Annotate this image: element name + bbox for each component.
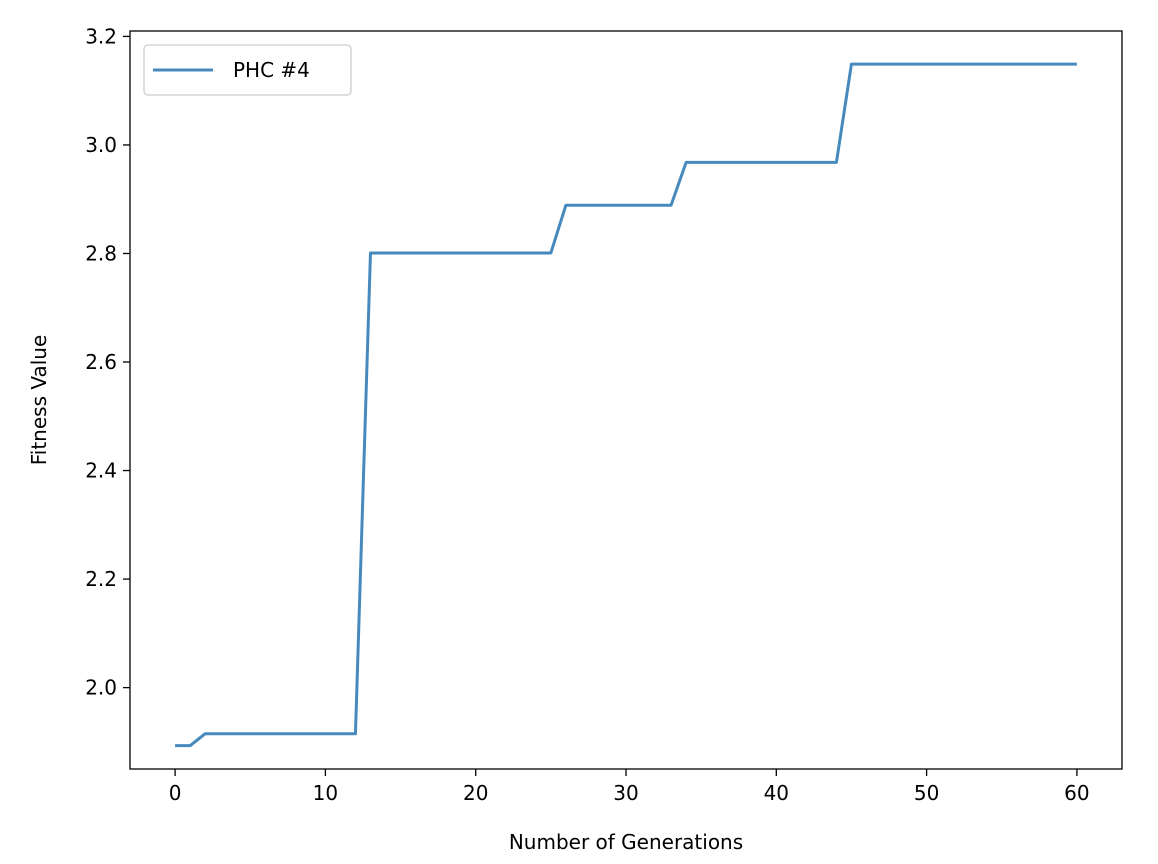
- y-axis-label: Fitness Value: [27, 335, 51, 466]
- series-layer: [175, 62, 1077, 748]
- y-tick-label: 2.0: [85, 676, 117, 700]
- legend-box: [143, 44, 352, 96]
- x-axis-label: Number of Generations: [509, 830, 743, 854]
- x-tick-label: 10: [313, 781, 338, 805]
- x-tick-label: 30: [613, 781, 638, 805]
- y-tick-label: 2.4: [85, 459, 117, 483]
- x-tick-label: 50: [914, 781, 939, 805]
- legend-label: PHC #4: [233, 58, 310, 82]
- x-tick-label: 60: [1064, 781, 1089, 805]
- y-tick-label: 3.0: [85, 133, 117, 157]
- x-axis: 0 10 20 30 40 50 60: [169, 769, 1090, 805]
- y-tick-label: 2.6: [85, 350, 117, 374]
- y-tick-label: 2.8: [85, 241, 117, 265]
- plot-background: [130, 31, 1122, 769]
- y-axis: 2.0 2.2 2.4 2.6 2.8 3.0 3.2: [85, 24, 130, 700]
- legend: PHC #4: [143, 44, 352, 96]
- x-tick-label: 40: [764, 781, 789, 805]
- y-tick-label: 2.2: [85, 567, 117, 591]
- y-tick-label: 3.2: [85, 24, 117, 48]
- x-tick-label: 0: [169, 781, 182, 805]
- series-line-0: [175, 62, 1077, 748]
- x-tick-label: 20: [463, 781, 488, 805]
